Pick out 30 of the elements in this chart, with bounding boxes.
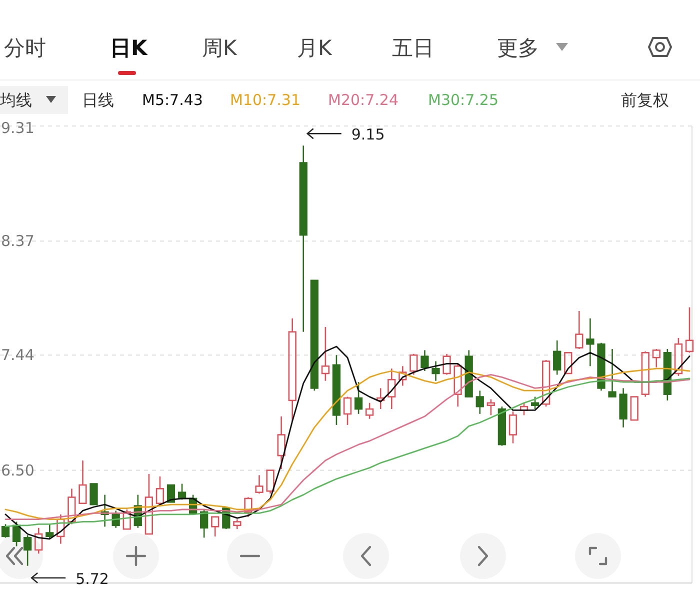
text: 前复权 [621, 90, 669, 110]
candlestick [388, 368, 396, 410]
text: 五日 [392, 36, 434, 60]
candlestick [288, 318, 296, 422]
text: M30:7.25 [428, 91, 498, 109]
y-tick-label: 7.44 [1, 346, 34, 364]
text: 更多 [497, 36, 539, 60]
annotation: 9.15 [351, 126, 385, 144]
annotation: 5.72 [76, 570, 109, 588]
text: M5:7.43 [142, 91, 203, 109]
text: 均线 [0, 90, 32, 110]
text: 周K [202, 36, 238, 60]
y-tick-label: 9.31 [1, 119, 34, 137]
text: 分时 [4, 36, 46, 60]
text: 日K [110, 36, 148, 60]
candlestick [553, 340, 562, 376]
candlestick [277, 416, 286, 470]
text: M20:7.24 [328, 91, 398, 109]
text: 日线 [82, 90, 114, 110]
candlestick [476, 390, 484, 415]
candlestick [34, 527, 43, 554]
candlestick [299, 144, 308, 332]
text: M10:7.31 [230, 91, 300, 109]
candlestick [586, 318, 594, 367]
y-tick-label: 6.50 [1, 461, 34, 480]
candlestick [619, 388, 628, 428]
candlestick [398, 365, 407, 386]
text: 月K [297, 36, 333, 60]
candlestick [332, 354, 341, 426]
y-tick-label: 8.37 [1, 232, 34, 250]
